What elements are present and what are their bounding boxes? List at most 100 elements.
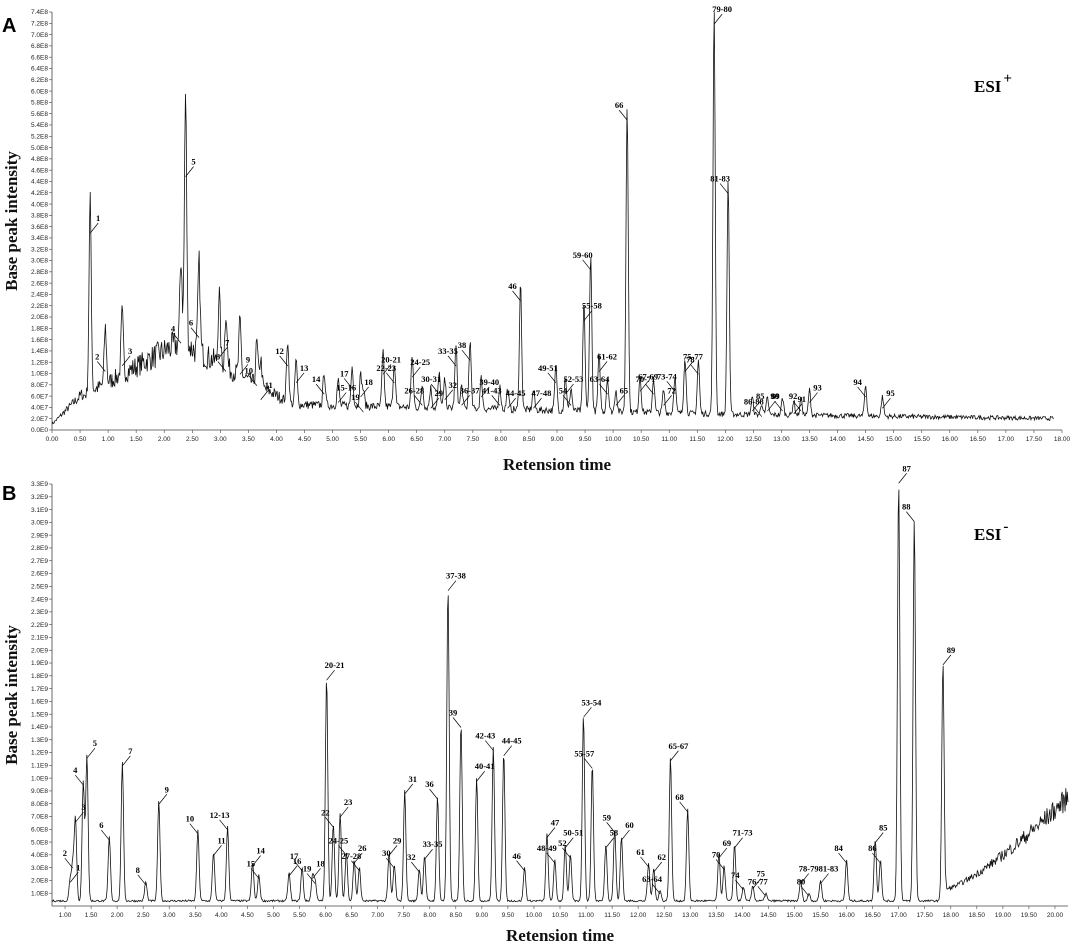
y-tick-label: 7.0E8 <box>31 32 48 39</box>
peak-leader-line <box>621 829 630 841</box>
peak-leader-line <box>306 873 316 884</box>
peak-leader-line <box>480 386 490 398</box>
peak-label: 53-54 <box>582 697 603 707</box>
peak-label: 15-16 <box>336 383 356 393</box>
peak-label: 15 <box>247 858 256 868</box>
peak-label: 7 <box>225 337 230 347</box>
peak-leader-line <box>337 392 347 403</box>
y-tick-label: 5.2E8 <box>31 133 48 140</box>
x-tick-label: 4.00 <box>215 912 228 919</box>
x-tick-label: 5.50 <box>293 912 306 919</box>
peak-leader-line <box>872 852 881 864</box>
x-tick-label: 16.50 <box>970 436 987 443</box>
y-tick-label: 4.0E8 <box>31 852 48 859</box>
peak-leader-line <box>189 823 199 834</box>
y-tick-label: 2.2E9 <box>31 622 48 629</box>
x-tick-label: 13.00 <box>682 912 699 919</box>
y-tick-label: 6.0E8 <box>31 88 48 95</box>
peak-leader-line <box>874 832 884 843</box>
peak-label: 93 <box>813 383 822 393</box>
chromatogram-trace <box>51 12 1054 425</box>
peak-leader-line <box>583 707 592 718</box>
peak-leader-line <box>312 868 321 879</box>
x-tick-label: 6.50 <box>410 436 423 443</box>
x-tick-label: 15.00 <box>786 912 803 919</box>
peak-leader-line <box>598 361 608 372</box>
peak-label: 33-35 <box>438 346 458 356</box>
x-tick-label: 14.50 <box>857 436 874 443</box>
x-tick-label: 3.00 <box>214 436 227 443</box>
peak-label: 2 <box>63 848 67 858</box>
peak-leader-line <box>565 383 574 395</box>
peak-leader-line <box>564 837 574 848</box>
peak-label: 8 <box>216 352 220 362</box>
y-tick-label: 2.6E8 <box>31 280 48 287</box>
peak-leader-line <box>217 361 227 372</box>
peak-leader-line <box>582 259 591 271</box>
peak-label: 3 <box>128 346 132 356</box>
peak-label: 32 <box>407 852 416 862</box>
peak-label: 29 <box>393 835 402 845</box>
peak-label: 31 <box>408 774 417 784</box>
peak-label: 6 <box>99 820 103 830</box>
x-tick-label: 2.00 <box>111 912 124 919</box>
x-tick-label: 17.50 <box>1026 436 1043 443</box>
x-tick-label: 9.50 <box>579 436 592 443</box>
y-tick-label: 2.2E8 <box>31 303 48 310</box>
y-axis-title: Base peak intensity <box>2 151 21 291</box>
peak-label: 32 <box>449 380 458 390</box>
y-tick-label: 4.0E7 <box>31 405 48 412</box>
y-tick-label: 3.4E8 <box>31 235 48 242</box>
x-tick-label: 16.00 <box>838 912 855 919</box>
y-tick-label: 7.0E8 <box>31 814 48 821</box>
peak-label: 65-67 <box>669 741 690 751</box>
y-tick-label: 9.0E8 <box>31 788 48 795</box>
peak-leader-line <box>666 381 676 392</box>
peak-leader-line <box>906 511 915 522</box>
peak-label: 89 <box>947 645 956 655</box>
peak-leader-line <box>599 383 608 395</box>
peak-label: 69 <box>723 838 732 848</box>
peak-leader-line <box>172 333 182 344</box>
x-tick-label: 17.50 <box>917 912 934 919</box>
y-tick-label: 2.0E7 <box>31 416 48 423</box>
y-tick-label: 5.0E8 <box>31 839 48 846</box>
peak-leader-line <box>248 375 258 386</box>
y-tick-label: 2.8E8 <box>31 269 48 276</box>
peak-label: 36-37 <box>460 385 481 395</box>
peak-label: 14 <box>256 846 265 856</box>
x-tick-label: 3.50 <box>242 436 255 443</box>
peak-label: 30 <box>382 848 391 858</box>
y-tick-label: 3.8E8 <box>31 213 48 220</box>
peak-leader-line <box>547 372 557 384</box>
peak-label: 49-51 <box>538 363 558 373</box>
peak-leader-line <box>679 801 688 813</box>
peak-label: 78 <box>686 354 695 364</box>
y-tick-label: 2.4E9 <box>31 596 48 603</box>
y-tick-label: 1.0E8 <box>31 890 48 897</box>
peak-label: 20-21 <box>325 660 345 670</box>
peak-leader-line <box>97 361 106 372</box>
x-tick-label: 14.50 <box>760 912 777 919</box>
peak-leader-line <box>793 403 803 415</box>
y-tick-label: 5.0E8 <box>31 145 48 152</box>
peak-label: 9 <box>246 354 250 364</box>
y-tick-label: 1.2E8 <box>31 359 48 366</box>
peak-label: 9 <box>165 784 169 794</box>
x-axis-title: Retension time <box>506 926 615 945</box>
peak-leader-line <box>752 878 762 889</box>
y-tick-label: 6.6E8 <box>31 54 48 61</box>
x-tick-label: 14.00 <box>829 436 846 443</box>
peak-leader-line <box>279 355 288 367</box>
x-tick-label: 1.50 <box>130 436 143 443</box>
chromatogram-trace <box>51 489 1069 903</box>
x-tick-label: 6.00 <box>319 912 332 919</box>
y-tick-label: 2.5E9 <box>31 584 48 591</box>
peak-leader-line <box>684 361 694 372</box>
peak-leader-line <box>219 819 228 831</box>
peak-leader-line <box>533 398 542 409</box>
peak-label: 85 <box>879 823 888 833</box>
peak-label: 12-13 <box>210 810 230 820</box>
y-tick-label: 3.2E8 <box>31 246 48 253</box>
panel-letter: A <box>2 15 16 37</box>
